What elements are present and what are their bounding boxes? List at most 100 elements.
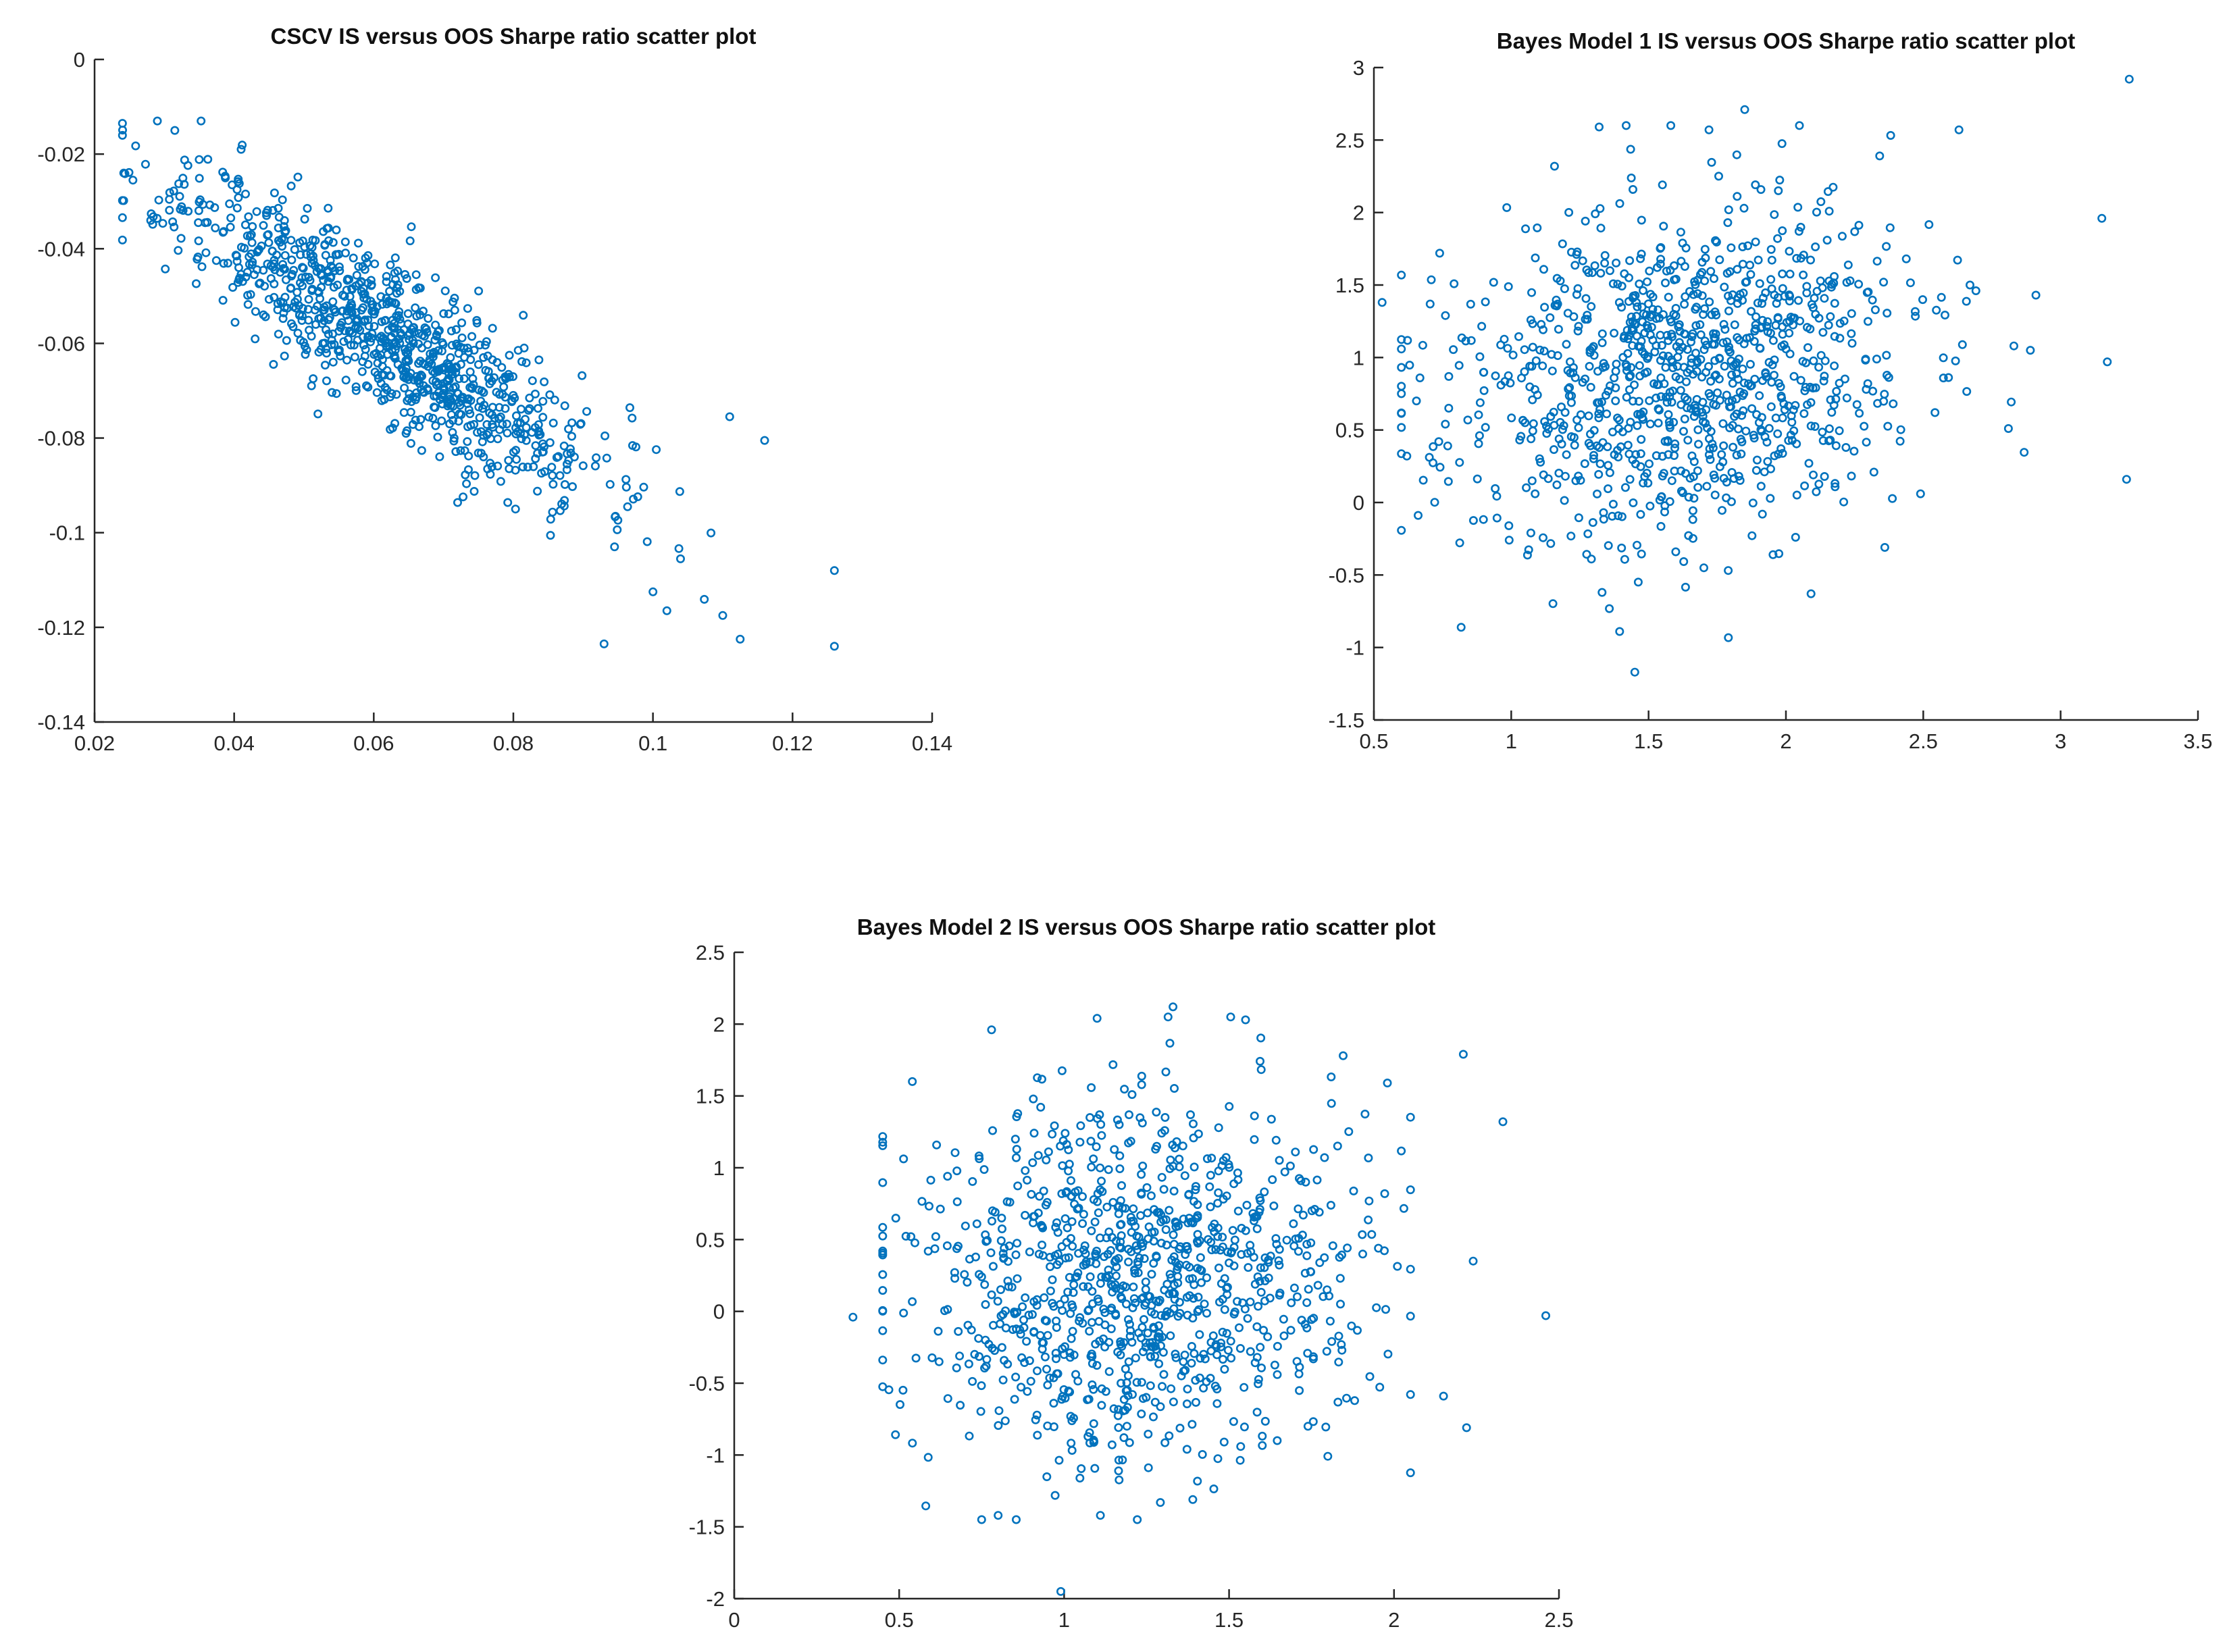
scatter-point — [1695, 320, 1705, 330]
scatter-point — [1229, 1243, 1239, 1252]
scatter-point — [1732, 394, 1741, 404]
scatter-point — [1829, 278, 1839, 288]
scatter-point — [469, 380, 478, 390]
scatter-point — [1150, 1397, 1160, 1407]
scatter-point — [1604, 386, 1613, 396]
scatter-point — [1718, 457, 1728, 467]
scatter-point — [1734, 471, 1743, 481]
scatter-point — [760, 436, 769, 445]
scatter-point — [1645, 419, 1655, 429]
scatter-point — [234, 193, 243, 203]
scatter-point — [1584, 268, 1593, 278]
scatter-point — [363, 315, 373, 325]
scatter-point — [1060, 1214, 1070, 1223]
scatter-point — [1571, 476, 1581, 486]
scatter-point — [327, 388, 336, 397]
scatter-point — [313, 409, 323, 419]
scatter-point — [342, 355, 352, 365]
scatter-point — [1504, 521, 1514, 530]
scatter-point — [675, 487, 684, 496]
scatter-point — [1119, 1433, 1129, 1443]
scatter-point — [1481, 297, 1490, 307]
scatter-point — [1058, 1161, 1067, 1170]
scatter-point — [1806, 398, 1816, 407]
cscv-points — [118, 116, 839, 651]
scatter-point — [404, 394, 413, 403]
scatter-point — [400, 383, 409, 392]
scatter-point — [1737, 437, 1747, 446]
scatter-point — [1200, 1354, 1210, 1364]
scatter-point — [161, 264, 170, 274]
scatter-point — [1901, 254, 1911, 263]
scatter-point — [1594, 409, 1604, 419]
scatter-point — [1033, 1073, 1042, 1083]
scatter-point — [1724, 306, 1734, 315]
scatter-point — [1724, 633, 1733, 642]
y-tick-label: 2 — [713, 1012, 725, 1036]
scatter-point — [322, 224, 332, 233]
scatter-point — [1652, 341, 1661, 351]
scatter-point — [1842, 393, 1851, 403]
scatter-point — [408, 392, 417, 402]
scatter-point — [1057, 1242, 1067, 1251]
scatter-point — [438, 338, 447, 347]
scatter-point — [1171, 1349, 1180, 1359]
scatter-point — [1320, 1253, 1329, 1262]
scatter-point — [1633, 540, 1642, 550]
scatter-point — [1260, 1296, 1270, 1306]
scatter-point — [363, 251, 373, 260]
scatter-point — [1524, 545, 1533, 554]
scatter-point — [1675, 374, 1685, 384]
scatter-point — [1159, 1185, 1169, 1194]
scatter-point — [1623, 334, 1633, 344]
scatter-point — [1613, 280, 1622, 289]
scatter-point — [169, 186, 178, 196]
scatter-point — [1728, 378, 1737, 388]
scatter-point — [453, 498, 462, 507]
scatter-point — [194, 236, 203, 246]
scatter-point — [1012, 1515, 1021, 1524]
scatter-point — [478, 437, 487, 446]
scatter-point — [1704, 450, 1714, 459]
scatter-point — [367, 280, 376, 290]
scatter-point — [1333, 1397, 1343, 1407]
scatter-point — [1226, 1337, 1235, 1346]
y-tick-label: 1 — [1353, 346, 1364, 369]
scatter-point — [1152, 1208, 1162, 1217]
scatter-point — [1001, 1323, 1010, 1333]
scatter-point — [270, 188, 279, 198]
scatter-point — [1814, 363, 1824, 372]
scatter-point — [1256, 1033, 1266, 1043]
scatter-point — [736, 634, 745, 644]
scatter-point — [1146, 1352, 1156, 1362]
y-tick-label: 0.5 — [696, 1228, 725, 1251]
scatter-point — [1801, 382, 1810, 392]
scatter-point — [1654, 418, 1663, 428]
scatter-point — [1275, 1156, 1284, 1165]
scatter-point — [1216, 1245, 1225, 1255]
scatter-point — [1154, 1359, 1164, 1368]
scatter-point — [332, 389, 341, 398]
scatter-point — [1636, 462, 1645, 471]
scatter-point — [1110, 1145, 1119, 1154]
scatter-point — [1067, 1217, 1077, 1227]
scatter-point — [1252, 1408, 1262, 1417]
scatter-point — [519, 311, 528, 320]
scatter-point — [943, 1394, 952, 1403]
scatter-point — [1705, 434, 1714, 443]
scatter-point — [530, 389, 540, 398]
scatter-point — [1195, 1373, 1204, 1383]
scatter-point — [309, 374, 318, 384]
scatter-point — [878, 1356, 888, 1365]
scatter-point — [878, 1250, 888, 1260]
scatter-point — [1193, 1230, 1202, 1239]
scatter-point — [1766, 328, 1776, 338]
scatter-point — [1770, 210, 1779, 220]
scatter-point — [1617, 282, 1627, 291]
scatter-point — [1722, 269, 1732, 278]
scatter-point — [1576, 475, 1585, 485]
scatter-point — [1895, 436, 1905, 446]
scatter-point — [176, 234, 186, 243]
scatter-point — [1012, 1145, 1021, 1154]
scatter-point — [1325, 1316, 1335, 1326]
